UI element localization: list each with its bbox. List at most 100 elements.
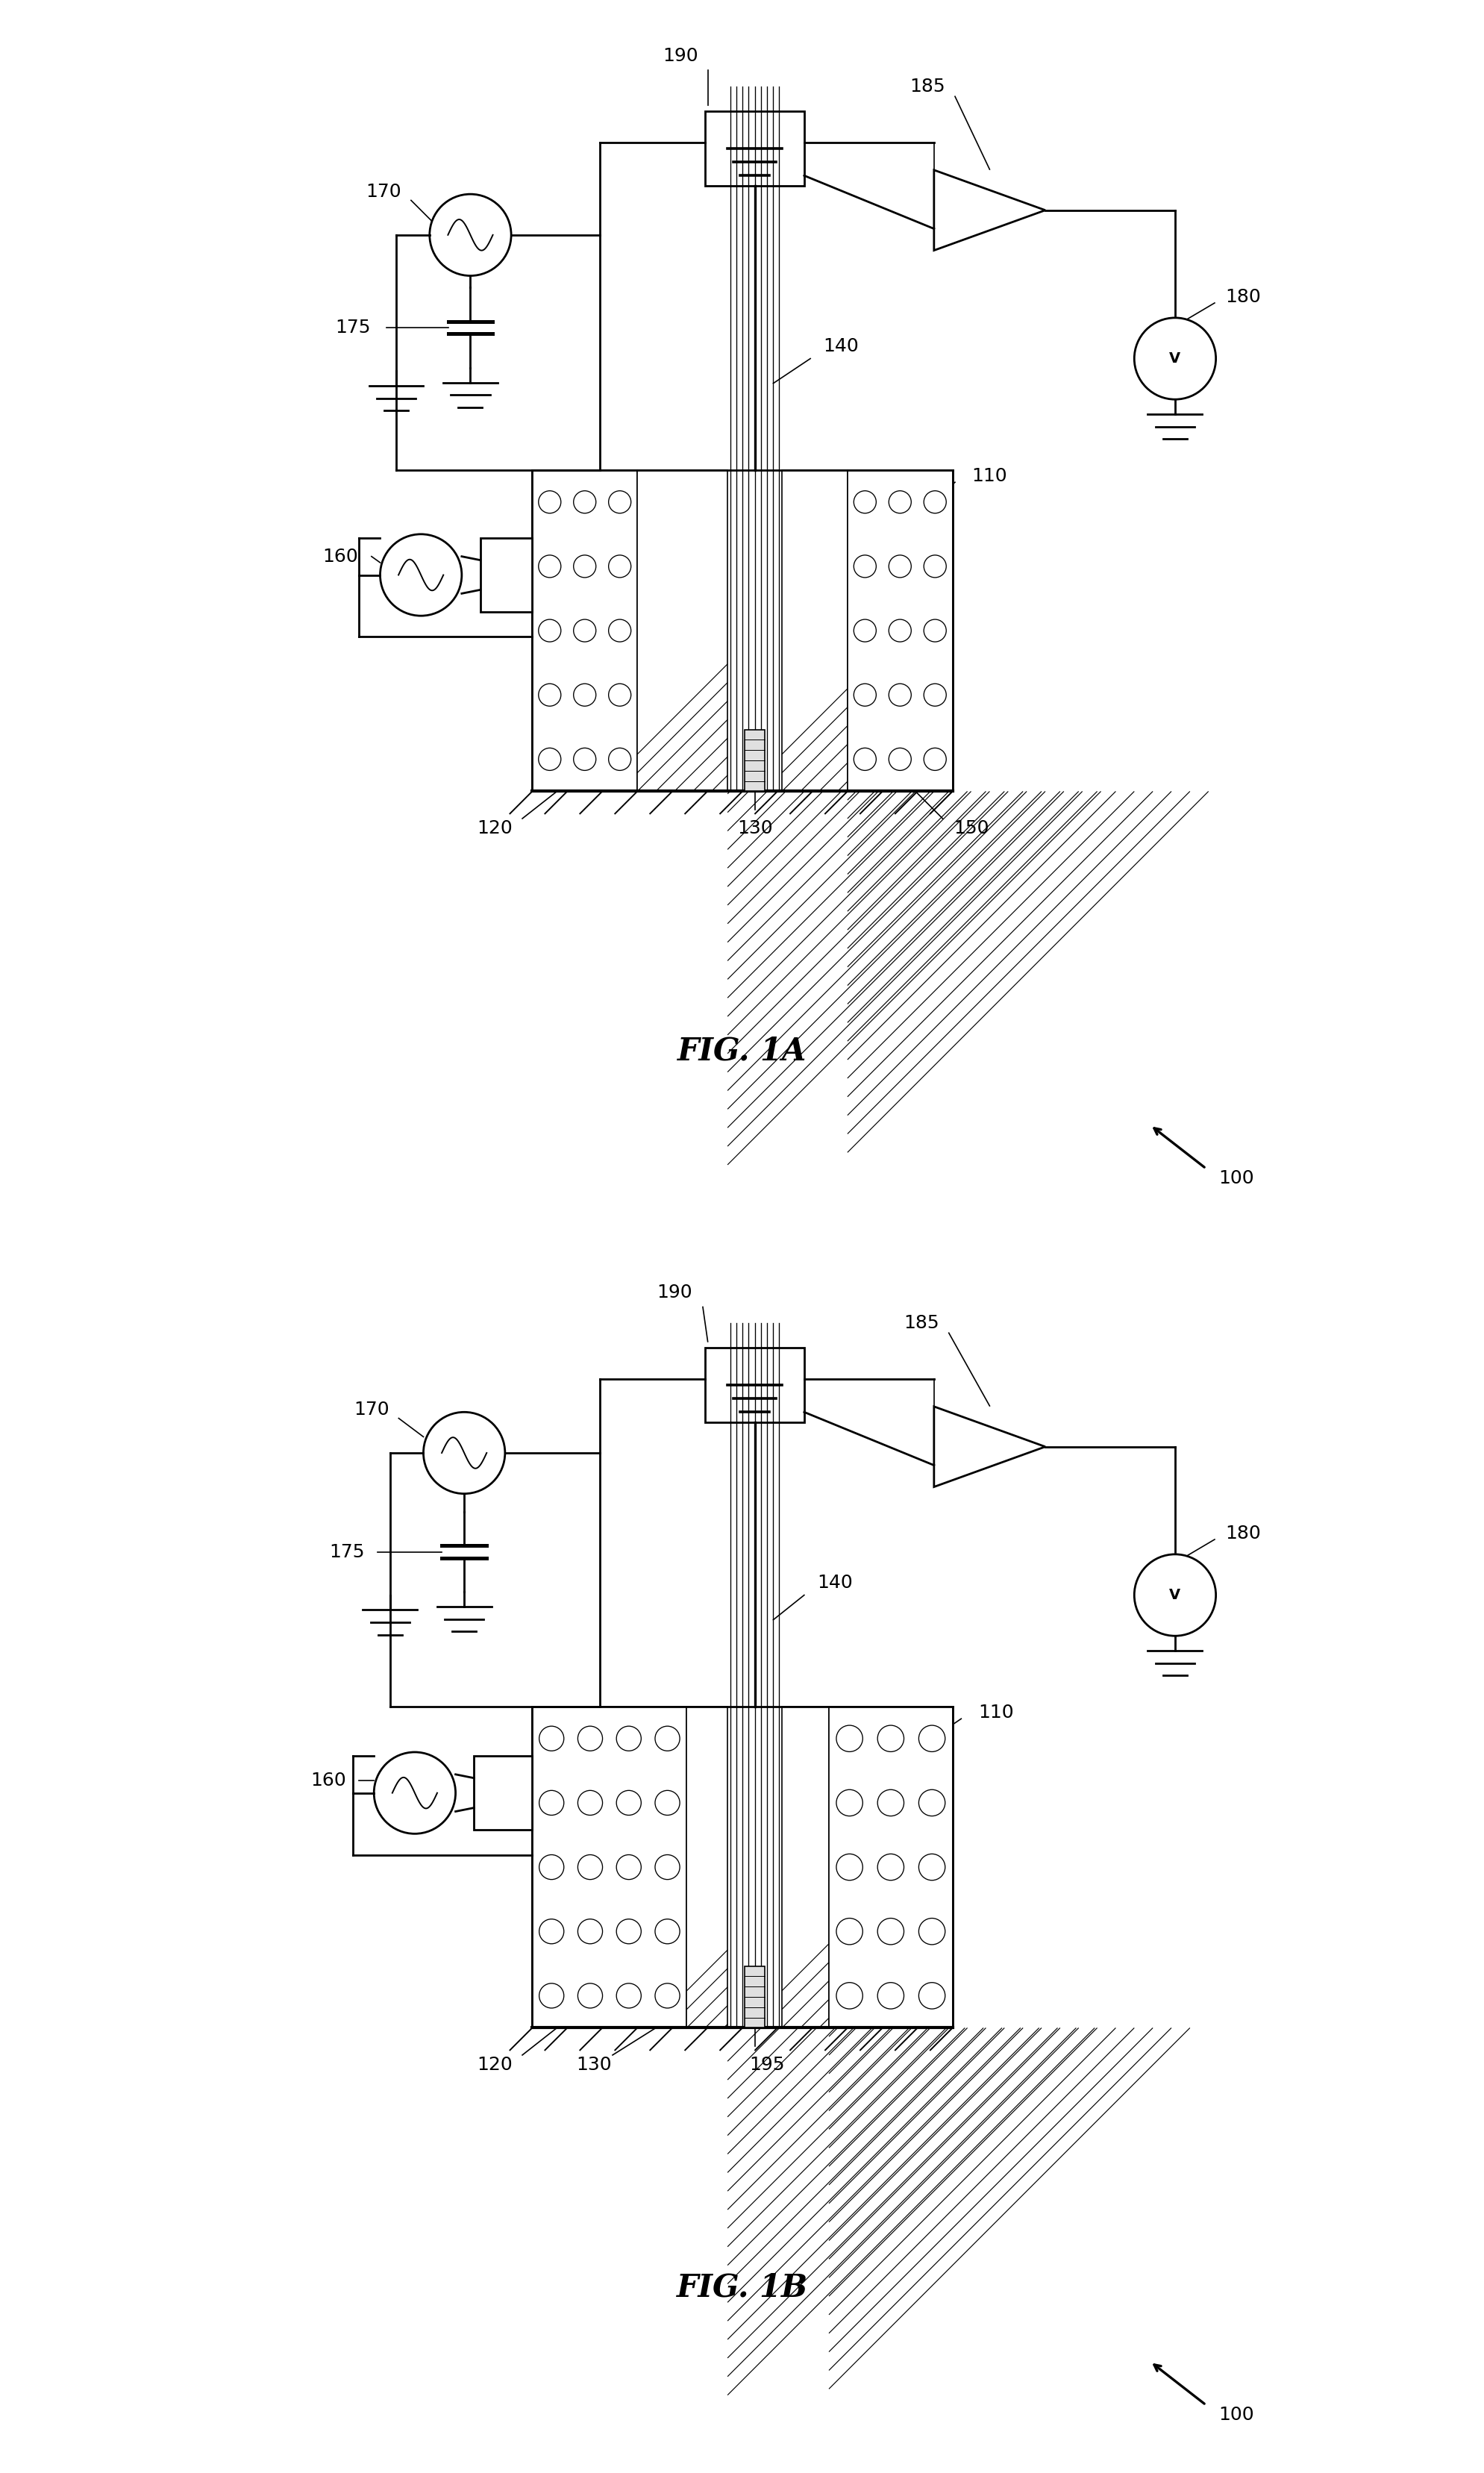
Text: 180: 180: [1224, 1523, 1260, 1543]
Circle shape: [889, 683, 911, 707]
Circle shape: [539, 747, 561, 772]
Text: 170: 170: [367, 183, 401, 200]
Bar: [745, 1966, 764, 2028]
Circle shape: [577, 1790, 603, 1815]
Text: 110: 110: [978, 1704, 1014, 1721]
Circle shape: [923, 554, 945, 579]
Circle shape: [919, 1919, 945, 1944]
Circle shape: [835, 1855, 862, 1879]
Circle shape: [853, 618, 876, 643]
Circle shape: [573, 747, 595, 772]
Circle shape: [877, 1983, 904, 2008]
Circle shape: [889, 618, 911, 643]
Circle shape: [1134, 317, 1215, 398]
Text: 180: 180: [1224, 287, 1260, 307]
Text: 130: 130: [736, 819, 772, 838]
Text: 190: 190: [656, 1283, 692, 1301]
Circle shape: [835, 1790, 862, 1815]
Circle shape: [923, 747, 945, 772]
Text: FIG. 1B: FIG. 1B: [677, 2273, 807, 2302]
Circle shape: [1134, 1553, 1215, 1637]
Text: 190: 190: [662, 47, 697, 64]
Circle shape: [616, 1855, 641, 1879]
Circle shape: [608, 747, 631, 772]
Circle shape: [539, 683, 561, 707]
Circle shape: [877, 1726, 904, 1751]
Polygon shape: [933, 171, 1045, 250]
Circle shape: [835, 1919, 862, 1944]
Circle shape: [577, 1983, 603, 2008]
Circle shape: [573, 490, 595, 514]
Text: 140: 140: [816, 1573, 852, 1593]
Circle shape: [577, 1726, 603, 1751]
Circle shape: [919, 1983, 945, 2008]
Circle shape: [374, 1751, 456, 1835]
Circle shape: [877, 1919, 904, 1944]
Text: V: V: [1169, 351, 1180, 366]
Bar: [479, 539, 531, 613]
Bar: [782, 470, 847, 791]
Text: 195: 195: [749, 2055, 785, 2075]
Circle shape: [616, 1726, 641, 1751]
Circle shape: [919, 1855, 945, 1879]
Circle shape: [608, 683, 631, 707]
Circle shape: [573, 554, 595, 579]
Circle shape: [923, 683, 945, 707]
Circle shape: [889, 554, 911, 579]
Circle shape: [923, 618, 945, 643]
Circle shape: [654, 1790, 680, 1815]
Bar: [705, 111, 804, 185]
Circle shape: [835, 1726, 862, 1751]
Text: 160: 160: [322, 547, 358, 566]
Bar: [473, 1756, 531, 1830]
Circle shape: [577, 1919, 603, 1944]
Circle shape: [877, 1790, 904, 1815]
Circle shape: [539, 1919, 564, 1944]
Circle shape: [573, 618, 595, 643]
Circle shape: [919, 1726, 945, 1751]
Circle shape: [539, 1983, 564, 2008]
Circle shape: [853, 554, 876, 579]
Circle shape: [654, 1855, 680, 1879]
Text: FIG. 1A: FIG. 1A: [677, 1036, 807, 1066]
Circle shape: [539, 1726, 564, 1751]
Circle shape: [835, 1983, 862, 2008]
Circle shape: [877, 1855, 904, 1879]
Text: 140: 140: [824, 336, 859, 356]
Text: 185: 185: [904, 1313, 939, 1333]
Circle shape: [539, 490, 561, 514]
Text: 120: 120: [476, 2055, 512, 2075]
Circle shape: [539, 1855, 564, 1879]
Circle shape: [889, 490, 911, 514]
Text: 150: 150: [953, 819, 988, 838]
Text: 130: 130: [576, 2055, 611, 2075]
Circle shape: [654, 1983, 680, 2008]
Circle shape: [539, 618, 561, 643]
Text: 170: 170: [353, 1400, 389, 1420]
Circle shape: [923, 490, 945, 514]
Circle shape: [654, 1726, 680, 1751]
Circle shape: [616, 1983, 641, 2008]
Circle shape: [608, 618, 631, 643]
Text: V: V: [1169, 1588, 1180, 1603]
Bar: [745, 730, 764, 791]
Circle shape: [616, 1919, 641, 1944]
Bar: [687, 1706, 727, 2028]
Circle shape: [853, 683, 876, 707]
Circle shape: [577, 1855, 603, 1879]
Bar: [637, 470, 727, 791]
Text: 120: 120: [476, 819, 512, 838]
Circle shape: [853, 490, 876, 514]
Text: 100: 100: [1218, 1170, 1254, 1187]
Text: 110: 110: [972, 467, 1006, 485]
Bar: [705, 1348, 804, 1422]
Text: 175: 175: [335, 319, 371, 336]
Bar: [847, 470, 953, 791]
Bar: [531, 470, 637, 791]
Bar: [531, 1706, 687, 2028]
Text: 160: 160: [310, 1771, 346, 1790]
Circle shape: [380, 534, 462, 616]
Circle shape: [539, 554, 561, 579]
Circle shape: [919, 1790, 945, 1815]
Circle shape: [573, 683, 595, 707]
